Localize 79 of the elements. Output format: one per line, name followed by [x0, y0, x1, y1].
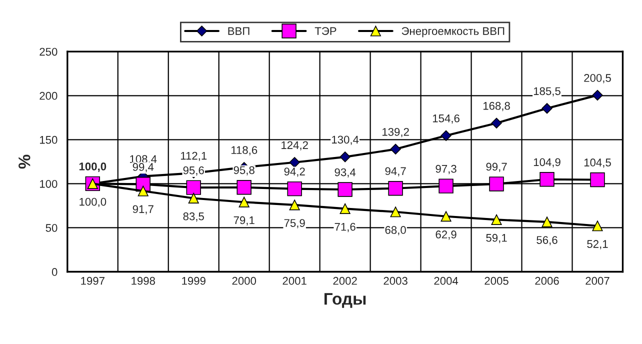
y-axis-title: %: [18, 154, 30, 169]
data-label: 94,7: [385, 167, 406, 176]
point: [592, 220, 603, 232]
data-label: 97,3: [436, 164, 456, 174]
point: [390, 144, 401, 155]
point: [489, 176, 504, 192]
point: [438, 178, 454, 194]
data-label: 200,5: [584, 74, 611, 84]
data-label: 56,6: [536, 236, 558, 246]
data-label: 75,9: [284, 219, 305, 228]
data-label: 91,7: [132, 205, 154, 214]
point: [289, 200, 300, 210]
y-tick-label: 100: [40, 180, 58, 188]
data-label: 99,7: [486, 162, 507, 172]
legend-label: ВВП: [228, 27, 250, 35]
point: [236, 180, 252, 195]
point: [340, 203, 350, 214]
x-tick-label: 2007: [586, 276, 610, 285]
y-tick-label: 250: [40, 48, 58, 56]
data-label: 95,8: [234, 166, 254, 176]
data-label: 130,4: [332, 136, 359, 145]
data-label: 124,2: [282, 141, 308, 150]
data-label: 71,6: [334, 222, 356, 232]
x-tick-label: 2001: [282, 276, 306, 285]
x-tick-label: 1999: [182, 276, 206, 285]
data-label: 112,1: [180, 152, 207, 162]
x-tick-label: 2006: [535, 276, 559, 285]
point: [388, 181, 403, 196]
point: [138, 186, 148, 196]
x-tick-label: 1997: [81, 276, 104, 285]
point: [188, 192, 199, 204]
point: [440, 130, 452, 141]
data-label: 154,6: [432, 114, 460, 124]
data-label: 168,8: [483, 102, 510, 112]
data-label: 99,4: [132, 163, 154, 172]
point: [287, 181, 302, 196]
data-label: 68,0: [385, 226, 406, 236]
point: [542, 103, 552, 114]
data-label: 93,4: [334, 168, 356, 178]
x-tick-label: 2002: [333, 276, 357, 285]
data-label: 104,5: [584, 158, 611, 168]
y-tick-label: 200: [40, 92, 58, 100]
data-label: 100,0: [79, 162, 106, 172]
x-axis-title: Годы: [324, 293, 366, 308]
point: [540, 172, 554, 187]
x-tick-label: 2005: [484, 276, 508, 285]
point: [390, 206, 401, 218]
x-tick-label: 2000: [232, 276, 256, 285]
data-label: 139,2: [382, 128, 409, 138]
point: [186, 180, 201, 195]
data-label: 104,9: [534, 158, 560, 168]
y-tick-label: 50: [46, 224, 58, 232]
x-tick-label: 2003: [384, 276, 408, 285]
y-tick-label: 0: [52, 268, 58, 276]
point: [542, 216, 552, 228]
point: [338, 182, 352, 197]
x-tick-label: 2004: [434, 276, 458, 285]
point: [590, 172, 605, 188]
data-label: 79,1: [234, 216, 254, 226]
data-label: 95,6: [183, 166, 204, 176]
point: [440, 211, 452, 222]
point: [340, 152, 350, 162]
data-label: 59,1: [486, 234, 507, 244]
data-label: 100,0: [80, 198, 106, 208]
x-tick-label: 1998: [132, 276, 156, 285]
point: [491, 214, 502, 225]
legend-label: ТЭР: [314, 27, 336, 35]
data-label: 62,9: [436, 230, 456, 240]
point: [491, 118, 502, 128]
y-tick-label: 150: [40, 136, 58, 144]
data-label: 83,5: [183, 212, 204, 222]
data-label: 94,2: [284, 168, 305, 177]
point: [592, 90, 603, 101]
data-label: 118,6: [231, 146, 258, 156]
legend-label: Энергоемкость ВВП: [402, 27, 504, 38]
point: [289, 157, 300, 168]
point: [238, 196, 250, 208]
data-label: 185,5: [534, 87, 560, 96]
data-label: 52,1: [587, 240, 608, 250]
